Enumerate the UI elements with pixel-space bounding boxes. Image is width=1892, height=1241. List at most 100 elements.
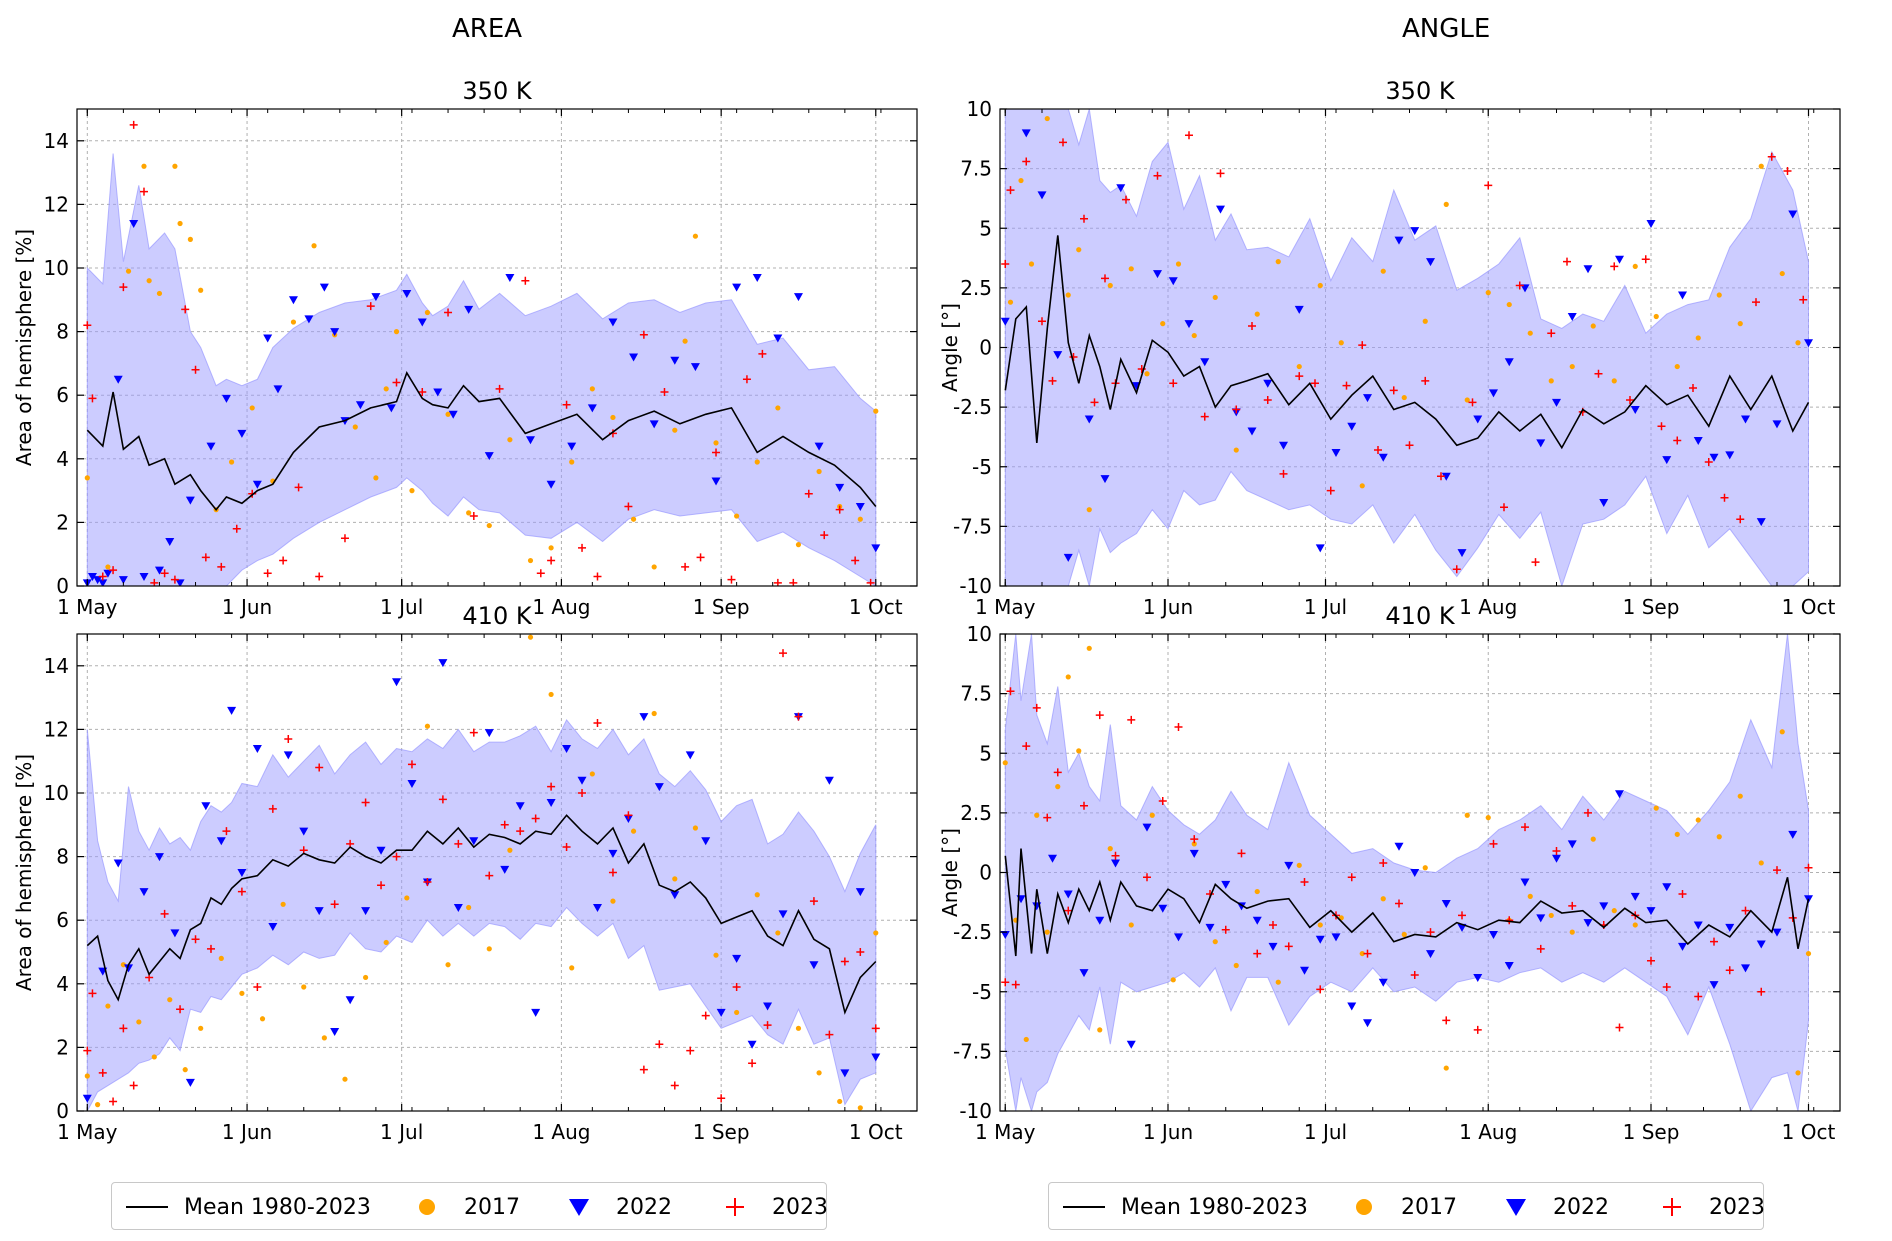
point-2022 xyxy=(1294,305,1304,314)
point-2023 xyxy=(1011,980,1020,989)
point-2023 xyxy=(139,187,148,196)
point-2022 xyxy=(314,907,324,916)
point-2023 xyxy=(330,900,339,909)
point-2023 xyxy=(340,534,349,543)
point-2017 xyxy=(816,1070,822,1076)
point-2017 xyxy=(1527,893,1533,899)
legend-label: 2023 xyxy=(772,1194,828,1220)
point-2017 xyxy=(172,163,178,169)
point-2023 xyxy=(1662,982,1671,991)
point-2023 xyxy=(1421,376,1430,385)
point-2023 xyxy=(1641,255,1650,264)
point-2017 xyxy=(1018,177,1024,184)
point-2017 xyxy=(239,990,245,996)
point-2017 xyxy=(1380,896,1386,902)
point-2023 xyxy=(129,1081,138,1090)
point-2022 xyxy=(1252,916,1262,925)
plot-area xyxy=(82,634,881,1111)
mean-line xyxy=(1004,235,1810,450)
point-2022 xyxy=(587,404,597,413)
point-2022 xyxy=(500,865,510,874)
point-2022 xyxy=(154,566,164,575)
y-axis: -10 -7.5 -5 -2.5 0 2.5 5 7.5 10 xyxy=(953,622,1840,1123)
point-2023 xyxy=(1647,956,1655,965)
point-2017 xyxy=(1086,645,1092,651)
point-2022 xyxy=(464,305,474,314)
x-tick-label: 1 Sep xyxy=(693,1120,750,1144)
x-tick-label: 1 Jun xyxy=(222,1120,272,1144)
line-icon xyxy=(126,1206,168,1208)
point-2017 xyxy=(1590,836,1596,842)
point-2017 xyxy=(682,338,688,344)
point-2022 xyxy=(392,678,402,687)
point-2023 xyxy=(268,804,277,813)
point-2017 xyxy=(1007,299,1014,305)
point-2023 xyxy=(392,378,401,387)
legend-item-2017: 2017 xyxy=(404,1183,520,1231)
point-2023 xyxy=(521,276,530,285)
y-tick-label: 8 xyxy=(56,320,69,344)
point-2022 xyxy=(93,576,103,585)
point-2023 xyxy=(1038,317,1046,326)
point-2022 xyxy=(1000,931,1010,940)
point-2017 xyxy=(95,1102,101,1108)
point-2023 xyxy=(758,349,767,358)
point-2017 xyxy=(1464,812,1470,818)
point-2022 xyxy=(814,442,824,451)
point-2017 xyxy=(445,962,451,968)
point-2022 xyxy=(1363,1019,1372,1028)
y-tick-label: 6 xyxy=(56,908,69,932)
point-2017 xyxy=(1632,263,1638,270)
point-2017 xyxy=(1254,311,1260,317)
point-2017 xyxy=(1779,729,1785,735)
point-2022 xyxy=(484,452,494,461)
point-2022 xyxy=(1536,439,1546,448)
point-2017 xyxy=(466,904,472,911)
point-2017 xyxy=(1107,846,1113,852)
point-2017 xyxy=(1149,812,1155,818)
point-2017 xyxy=(1569,929,1575,935)
spread-band xyxy=(86,718,877,1111)
chart-panel: 1 May 1 Jun 1 Jul 1 Aug 1 Sep 1 Oct-10-7.5-5-… xyxy=(938,602,1841,1144)
point-2017 xyxy=(1128,922,1134,928)
point-2017 xyxy=(610,414,616,421)
legend-label: 2017 xyxy=(1401,1194,1457,1220)
point-2023 xyxy=(578,543,587,552)
mean-line xyxy=(1004,848,1810,957)
point-2022 xyxy=(154,853,164,862)
point-2022 xyxy=(216,837,226,846)
point-2022 xyxy=(170,929,180,938)
point-2023 xyxy=(1568,901,1577,910)
point-2023 xyxy=(701,1011,710,1020)
point-2017 xyxy=(857,516,863,522)
point-2022 xyxy=(871,1053,881,1062)
point-2022 xyxy=(1216,205,1225,214)
point-2017 xyxy=(1695,335,1701,341)
point-2022 xyxy=(1709,981,1719,990)
point-2023 xyxy=(1458,911,1466,920)
point-2023 xyxy=(1710,937,1718,946)
x-tick-label: 1 Aug xyxy=(532,1120,590,1144)
point-2017 xyxy=(1254,888,1260,895)
point-2022 xyxy=(763,1002,773,1011)
x-tick-label: 1 Oct xyxy=(849,595,903,619)
point-2017 xyxy=(610,898,616,904)
point-2017 xyxy=(301,984,307,990)
point-2023 xyxy=(119,283,128,292)
point-2022 xyxy=(330,1028,340,1036)
point-2023 xyxy=(562,400,571,409)
point-2022 xyxy=(237,869,247,877)
point-2022 xyxy=(371,293,381,302)
point-2023 xyxy=(681,562,690,571)
point-2017 xyxy=(1160,321,1166,327)
point-2017 xyxy=(182,1067,188,1073)
point-2017 xyxy=(424,723,431,729)
point-2023 xyxy=(1185,131,1193,140)
point-2023 xyxy=(191,935,200,944)
point-2017 xyxy=(548,691,554,698)
point-2022 xyxy=(417,318,427,327)
point-2017 xyxy=(1338,340,1344,346)
point-2017 xyxy=(1716,292,1722,298)
point-2017 xyxy=(1422,865,1428,871)
point-2023 xyxy=(1090,398,1099,407)
